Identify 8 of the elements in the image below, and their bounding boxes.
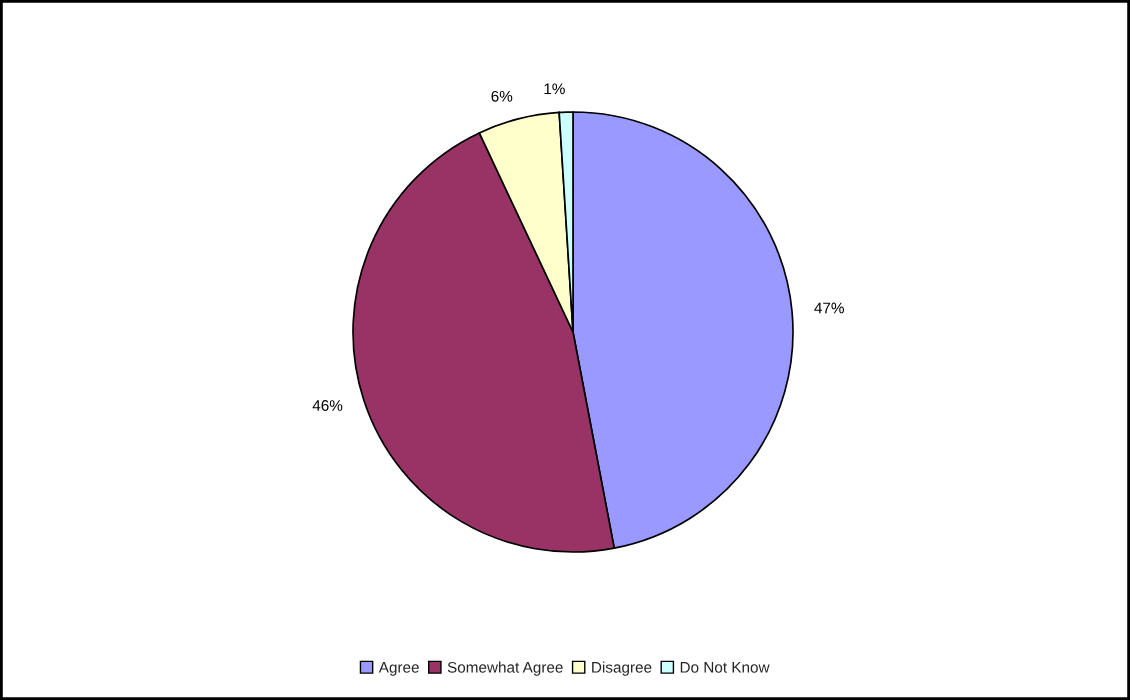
legend-label: Agree [378, 662, 419, 676]
legend-label: Somewhat Agree [447, 661, 563, 676]
data-label: 6% [491, 90, 513, 102]
data-label: 1% [544, 83, 565, 95]
data-label: 46% [312, 400, 343, 411]
data-label: 47% [814, 302, 844, 314]
legend-label: Disagree [592, 661, 652, 676]
legend-label: Do Not Know [680, 662, 770, 673]
